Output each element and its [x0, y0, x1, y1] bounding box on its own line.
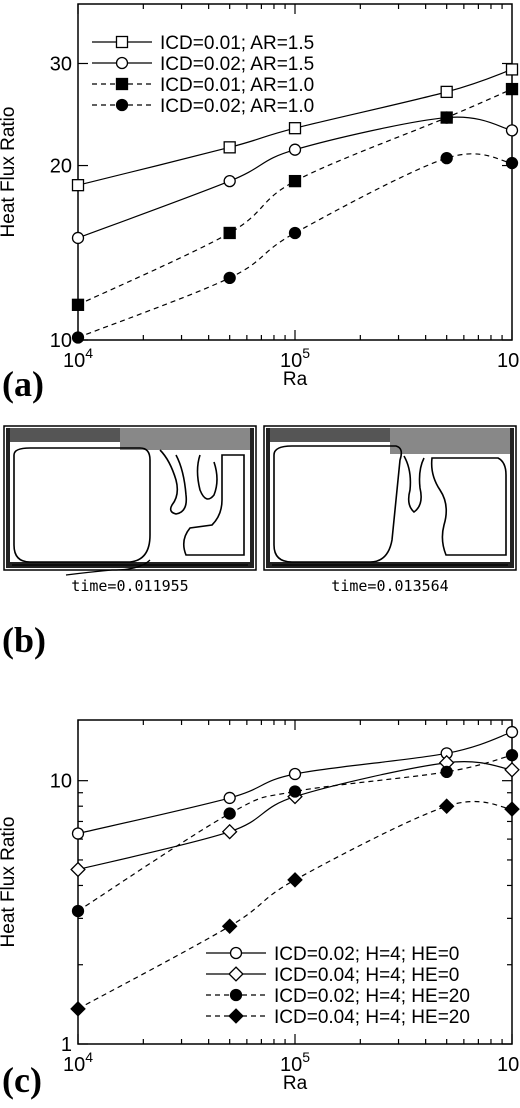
snapshot-panel: time=0.011955 time=0.013564	[3, 425, 517, 595]
chart-c: 104 105 106 1 10 Ra Heat Flux Ratio ICD=0.02; H…	[0, 719, 520, 1094]
data-point-a-0	[440, 85, 453, 99]
data-point-c-3	[287, 872, 303, 888]
data-point-a-1	[288, 143, 302, 156]
data-point-a-0	[223, 141, 236, 154]
series-line-c-2	[77, 754, 513, 912]
x-tick-label-c: 104	[63, 1049, 93, 1076]
y-tick-label-c: 1	[61, 1034, 72, 1056]
data-point-a-0	[288, 122, 302, 135]
y-axis-label-a: Heat Flux Ratio	[0, 107, 19, 238]
legend-label-a-0: ICD=0.01; AR=1.5	[160, 33, 314, 54]
data-point-c-0	[223, 791, 236, 805]
snapshot-left	[3, 425, 257, 576]
data-point-a-3	[440, 151, 453, 165]
y-axis-label-c: Heat Flux Ratio	[0, 817, 19, 948]
panel-label-b: (b)	[2, 620, 46, 660]
x-tick-label-a: 104	[63, 345, 93, 372]
data-point-a-3	[223, 271, 236, 285]
chart-a: 104 105 106 10 20 30 Ra Heat Flux Ratio ICD=0.01…	[0, 3, 520, 390]
legend-label-a-3: ICD=0.02; AR=1.0	[160, 96, 314, 117]
data-point-a-3	[71, 331, 85, 344]
legend-label-c-3: ICD=0.04; H=4; HE=20	[274, 1007, 470, 1028]
series-line-a-2	[77, 88, 513, 306]
legend-marker-a-1	[115, 56, 129, 70]
legend-label-c-1: ICD=0.04; H=4; HE=0	[274, 965, 459, 986]
y-tick-label-a: 30	[50, 53, 72, 75]
data-point-a-2	[505, 82, 519, 96]
data-point-c-2	[440, 765, 453, 779]
legend-marker-a-3	[115, 98, 129, 112]
y-tick-label-c: 10	[50, 771, 72, 793]
data-point-c-2	[223, 807, 236, 820]
data-point-c-2	[71, 904, 85, 918]
snapshot-caption-right: time=0.013564	[331, 577, 448, 595]
legend-marker-a-0	[115, 35, 129, 49]
legend-marker-c-1	[228, 966, 244, 982]
data-point-a-2	[440, 111, 453, 124]
y-tick-label-a: 20	[50, 156, 72, 178]
data-point-a-0	[505, 63, 519, 76]
data-point-a-1	[505, 124, 519, 137]
panel-label-a: (a)	[2, 364, 44, 404]
legend-label-a-1: ICD=0.02; AR=1.5	[160, 54, 314, 75]
panel-label-c: (c)	[2, 1060, 42, 1100]
legend-label-a-2: ICD=0.01; AR=1.0	[160, 75, 314, 96]
data-point-c-3	[504, 801, 520, 817]
data-point-a-3	[288, 226, 302, 240]
series-line-a-3	[77, 153, 513, 339]
data-point-c-3	[221, 918, 238, 935]
data-point-a-2	[288, 174, 302, 188]
legend-label-c-2: ICD=0.02; H=4; HE=20	[274, 986, 470, 1007]
x-axis-label-a: Ra	[283, 369, 308, 390]
legend-marker-c-3	[228, 1008, 244, 1024]
x-axis-label-c: Ra	[283, 1073, 308, 1094]
data-point-c-3	[438, 798, 455, 814]
data-point-c-0	[71, 827, 85, 840]
snapshot-caption-left: time=0.011955	[71, 577, 188, 595]
data-point-a-1	[223, 174, 236, 188]
legend-marker-a-2	[115, 77, 129, 91]
data-point-c-2	[505, 749, 519, 762]
data-point-a-0	[71, 179, 85, 192]
data-point-a-2	[71, 298, 85, 311]
x-tick-label-c: 105	[280, 1049, 310, 1076]
legend-marker-c-2	[229, 988, 243, 1002]
x-tick-label-a: 105	[280, 345, 310, 372]
legend-label-c-0: ICD=0.02; H=4; HE=0	[274, 944, 459, 965]
x-tick-label-c: 106	[497, 1049, 520, 1076]
legend-marker-c-0	[229, 946, 243, 960]
data-point-a-1	[71, 231, 85, 245]
data-point-c-3	[70, 1001, 86, 1017]
data-point-c-2	[288, 785, 302, 798]
data-point-a-3	[505, 156, 519, 170]
data-point-c-1	[221, 823, 238, 840]
data-point-c-0	[505, 725, 519, 739]
data-point-c-0	[288, 767, 302, 781]
data-point-a-2	[223, 226, 236, 240]
y-tick-label-a: 10	[50, 330, 72, 352]
data-point-c-1	[504, 761, 520, 778]
data-point-c-1	[70, 861, 86, 878]
snapshot-right	[263, 425, 517, 571]
x-tick-label-a: 106	[497, 345, 520, 372]
